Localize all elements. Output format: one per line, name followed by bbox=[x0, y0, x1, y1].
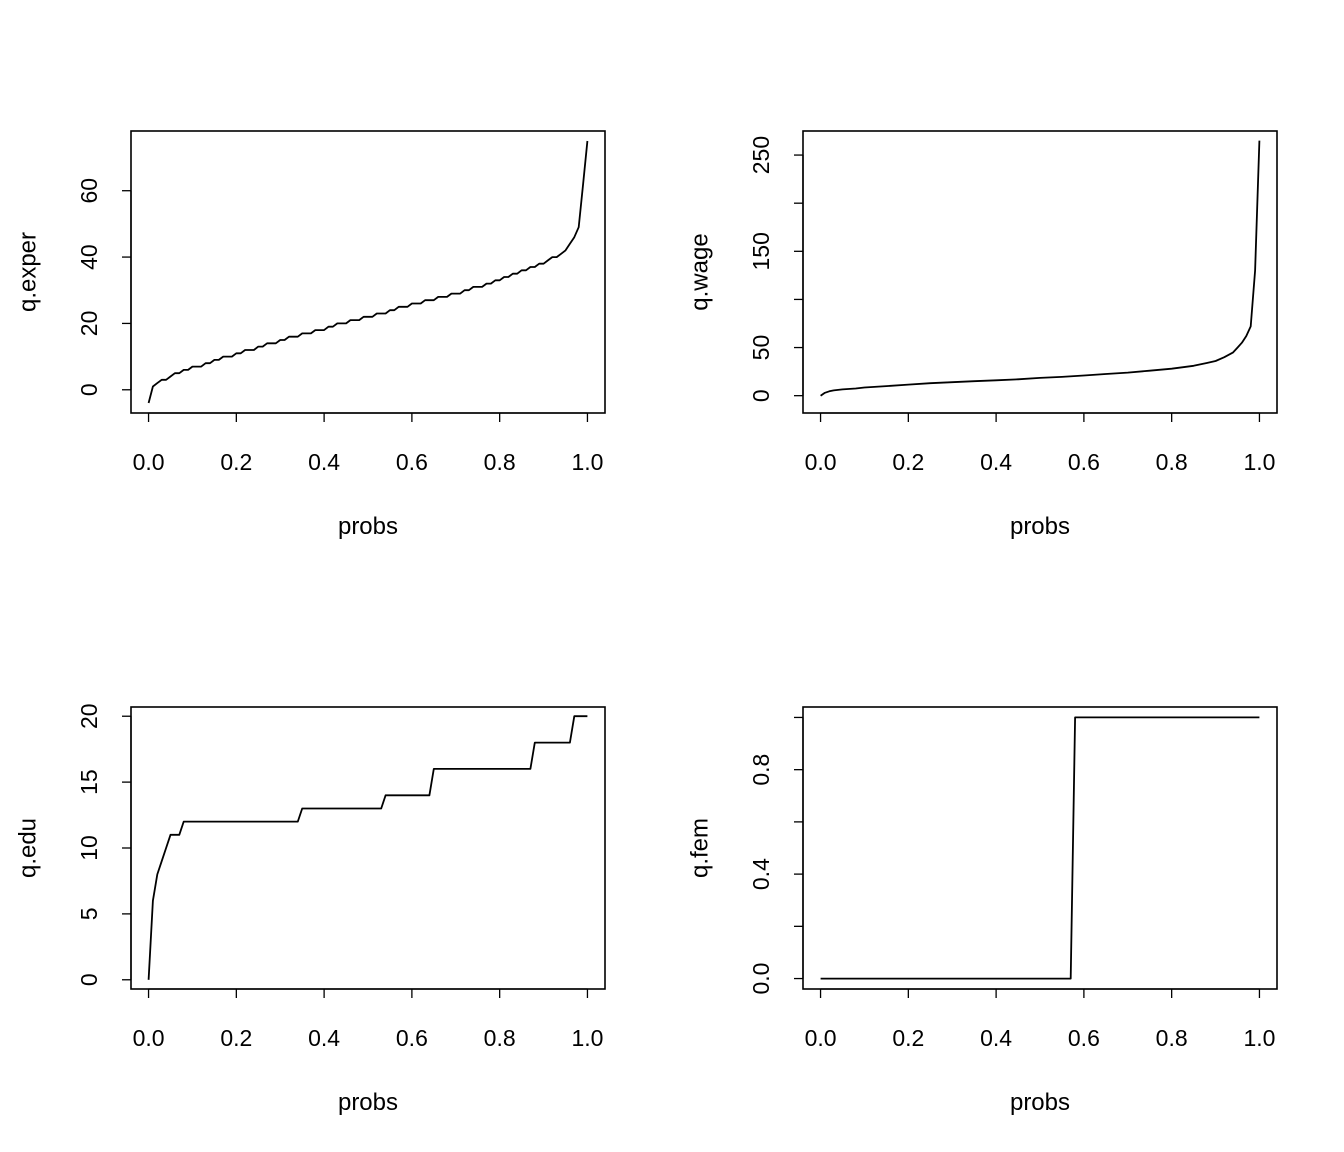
q-exper-quantile-line bbox=[147, 140, 589, 404]
q-wage-x-axis-label: probs bbox=[1010, 513, 1070, 540]
q-edu-y-tick-label: 5 bbox=[76, 907, 102, 920]
q-fem-x-tick-label: 0.4 bbox=[980, 1025, 1012, 1051]
q-wage-y-tick-label: 0 bbox=[748, 389, 774, 402]
q-fem-x-tick-label: 0.6 bbox=[1068, 1025, 1100, 1051]
q-fem-x-tick-label: 0.0 bbox=[805, 1025, 837, 1051]
q-exper-x-axis-label: probs bbox=[338, 513, 398, 540]
q-fem-y-tick-label: 0.4 bbox=[748, 858, 774, 890]
q-wage-x-tick-label: 0.6 bbox=[1068, 449, 1100, 475]
q-wage-x-tick-label: 0.8 bbox=[1156, 449, 1188, 475]
q-edu-x-tick-label: 0.8 bbox=[484, 1025, 516, 1051]
q-edu-x-tick-label: 0.0 bbox=[133, 1025, 165, 1051]
q-fem-x-tick-label: 0.8 bbox=[1156, 1025, 1188, 1051]
panel-q-edu: 0.0 0.2 0.4 0.6 0.8 1.0 0 5 10 15 20 probs q.edu bbox=[14, 703, 606, 1116]
q-edu-y-tick-label: 20 bbox=[76, 703, 102, 729]
q-edu-quantile-line bbox=[147, 715, 588, 980]
q-fem-y-axis-label: q.fem bbox=[686, 818, 713, 878]
q-wage-y-axis-label: q.wage bbox=[686, 233, 713, 310]
q-exper-x-tick-label: 0.8 bbox=[484, 449, 516, 475]
q-exper-y-tick-label: 20 bbox=[76, 311, 102, 337]
q-edu-x-tick-label: 0.6 bbox=[396, 1025, 428, 1051]
q-fem-y-tick-label: 0.0 bbox=[748, 963, 774, 995]
q-fem-x-axis-label: probs bbox=[1010, 1089, 1070, 1116]
q-exper-x-tick-label: 0.2 bbox=[220, 449, 252, 475]
q-wage-x-tick-label: 0.2 bbox=[892, 449, 924, 475]
q-exper-x-tick-label: 0.6 bbox=[396, 449, 428, 475]
q-exper-plot-frame bbox=[130, 130, 606, 414]
q-edu-y-tick-label: 15 bbox=[76, 769, 102, 795]
q-exper-y-tick-label: 0 bbox=[76, 383, 102, 396]
q-exper-x-tick-label: 0.4 bbox=[308, 449, 340, 475]
q-fem-quantile-line bbox=[820, 716, 1260, 980]
q-wage-x-tick-label: 0.0 bbox=[805, 449, 837, 475]
q-edu-x-axis-label: probs bbox=[338, 1089, 398, 1116]
q-wage-x-tick-label: 0.4 bbox=[980, 449, 1012, 475]
q-exper-y-tick-label: 60 bbox=[76, 178, 102, 204]
q-fem-plot-frame bbox=[802, 706, 1278, 990]
panel-q-exper: 0.0 0.2 0.4 0.6 0.8 1.0 0 20 40 60 probs q.exper bbox=[14, 130, 606, 540]
q-fem-x-tick-label: 0.2 bbox=[892, 1025, 924, 1051]
q-edu-y-tick-label: 0 bbox=[76, 973, 102, 986]
q-exper-y-tick-label: 40 bbox=[76, 244, 102, 270]
q-edu-x-tick-label: 0.2 bbox=[220, 1025, 252, 1051]
panel-q-fem: 0.0 0.2 0.4 0.6 0.8 1.0 0.0 0.4 0.8 probs q.fem bbox=[686, 706, 1278, 1116]
q-fem-y-tick-label: 0.8 bbox=[748, 754, 774, 786]
q-fem-x-tick-label: 1.0 bbox=[1243, 1025, 1275, 1051]
q-wage-y-tick-label: 150 bbox=[748, 232, 774, 270]
q-wage-y-tick-label: 250 bbox=[748, 136, 774, 174]
q-edu-x-tick-label: 0.4 bbox=[308, 1025, 340, 1051]
q-wage-y-tick-label: 50 bbox=[748, 335, 774, 361]
q-wage-quantile-line bbox=[820, 140, 1261, 397]
q-edu-y-axis-label: q.edu bbox=[14, 818, 41, 878]
q-wage-plot-frame bbox=[802, 130, 1278, 414]
q-exper-x-tick-label: 0.0 bbox=[133, 449, 165, 475]
q-exper-x-tick-label: 1.0 bbox=[571, 449, 603, 475]
q-edu-x-tick-label: 1.0 bbox=[571, 1025, 603, 1051]
q-wage-x-tick-label: 1.0 bbox=[1243, 449, 1275, 475]
q-edu-y-tick-label: 10 bbox=[76, 835, 102, 861]
q-exper-y-axis-label: q.exper bbox=[14, 232, 41, 312]
panel-q-wage: 0.0 0.2 0.4 0.6 0.8 1.0 0 50 150 250 probs q.wage bbox=[686, 130, 1278, 540]
